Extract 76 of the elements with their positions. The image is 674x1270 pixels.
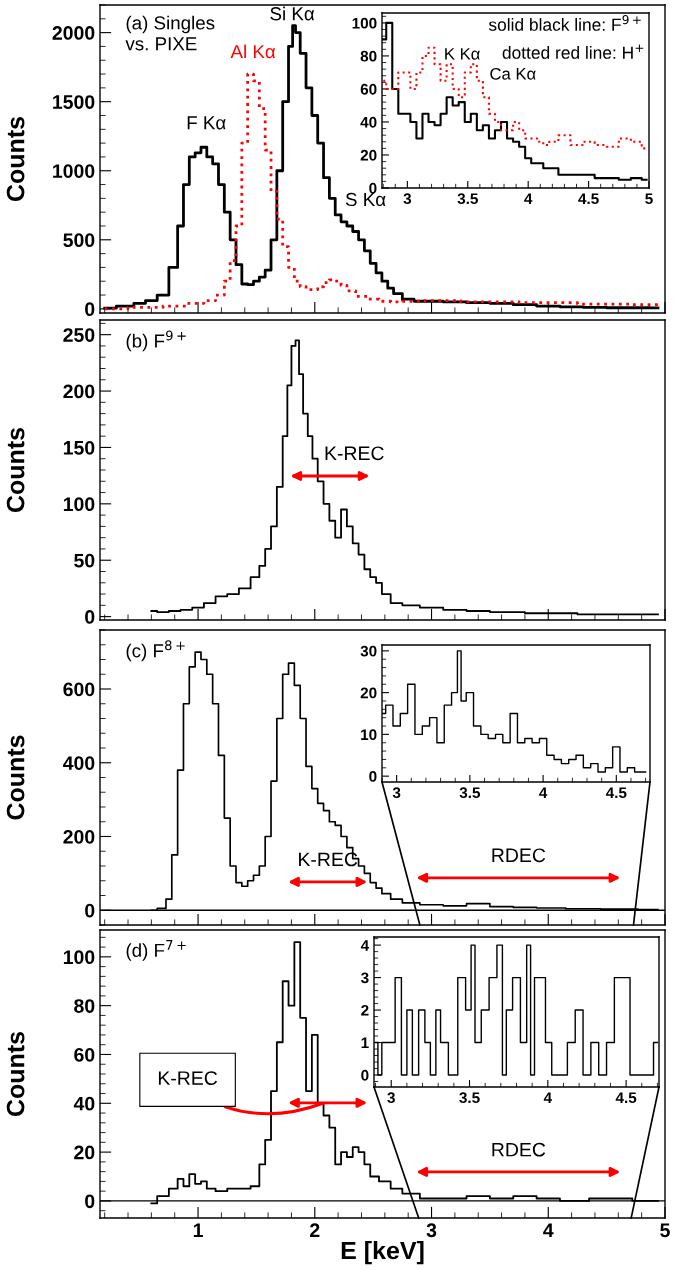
y-tick-label: 10	[361, 729, 377, 741]
annotation: K-REC	[299, 852, 358, 867]
y-tick-label: 60	[360, 83, 377, 95]
y-axis-title: Counts	[6, 1031, 25, 1117]
x-tick-label: 3	[426, 1223, 437, 1238]
x-tick-label: 2	[310, 1223, 320, 1237]
x-tick-label: 5	[660, 1223, 670, 1238]
y-tick-label: 150	[63, 440, 95, 455]
annotation: dotted red line: H$^{+}$	[502, 44, 644, 59]
y-tick-label: 0	[361, 1069, 369, 1081]
x-tick-label: 4	[539, 787, 548, 798]
text: (a) Singles vs. PIXE	[125, 15, 215, 51]
y-tick-label: 2	[361, 1004, 369, 1016]
y-tick-label: 0	[85, 302, 95, 317]
x-tick-label: 4	[524, 193, 533, 204]
text: (c) F$^{8+}$	[126, 640, 185, 662]
y-tick-label: 3	[360, 972, 369, 984]
annotation: RDEC	[492, 848, 546, 863]
y-tick-label: 200	[63, 384, 95, 399]
annotation: K-REC	[325, 446, 384, 461]
y-tick-label: 0	[85, 610, 95, 624]
y-tick-label: 100	[63, 950, 95, 965]
y-tick-label: 0	[85, 903, 95, 918]
y-tick-label: 4	[360, 940, 370, 951]
annotation: Ca Kα	[490, 67, 536, 80]
y-tick-label: 0	[369, 771, 377, 782]
y-tick-label: 2000	[52, 26, 95, 40]
y-tick-label: 1000	[53, 164, 95, 178]
y-axis-title: Counts	[6, 735, 25, 820]
y-tick-label: 100	[352, 17, 377, 29]
y-tick-label: 600	[63, 682, 95, 697]
annotation: K-REC	[158, 1071, 218, 1085]
x-tick-label: 3.5	[459, 1092, 480, 1104]
y-tick-label: 80	[360, 50, 377, 62]
y-tick-label: 50	[74, 553, 95, 568]
y-tick-label: 80	[74, 999, 95, 1013]
x-axis-title: E [keV]	[341, 1240, 424, 1265]
x-tick-label: 4.5	[615, 1092, 637, 1104]
text: (b) F$^{9+}$	[126, 330, 186, 352]
y-tick-label: 250	[63, 328, 95, 342]
x-tick-label: 4	[543, 1092, 552, 1103]
annotation: F Kα	[187, 116, 226, 130]
x-tick-label: 5	[645, 193, 653, 205]
x-tick-label: 1	[193, 1223, 203, 1237]
x-tick-label: 4.5	[578, 193, 599, 205]
y-tick-label: 60	[74, 1047, 95, 1062]
y-tick-label: 100	[63, 497, 95, 512]
y-tick-label: 1	[361, 1037, 369, 1049]
annotation: Al Kα	[230, 44, 276, 59]
y-tick-label: 20	[74, 1145, 95, 1160]
annotation: Si Kα	[270, 6, 315, 21]
x-tick-label: 3.5	[457, 193, 478, 205]
y-tick-label: 400	[62, 756, 95, 770]
y-tick-label: 0	[85, 1194, 95, 1209]
y-axis-title: Counts	[6, 427, 25, 513]
y-tick-label: 20	[360, 687, 377, 699]
annotation: S Kα	[345, 192, 386, 207]
annotation: K Kα	[445, 48, 480, 60]
x-tick-label: 3.5	[459, 787, 481, 799]
x-tick-label: 3	[403, 193, 412, 205]
x-tick-label: 4.5	[605, 787, 627, 799]
text: (d) F$^{7+}$	[126, 940, 186, 961]
y-tick-label: 30	[360, 645, 377, 657]
y-tick-label: 0	[369, 182, 377, 194]
y-tick-label: 40	[73, 1096, 95, 1111]
annotation: solid black line: F$^{9+}$	[488, 15, 641, 31]
y-tick-label: 40	[360, 116, 377, 128]
y-tick-label: 20	[360, 149, 377, 161]
y-tick-label: 1500	[53, 95, 95, 109]
y-tick-label: 200	[63, 829, 95, 844]
x-tick-label: 3	[392, 787, 401, 799]
y-axis-title: Counts	[6, 116, 25, 202]
y-tick-label: 500	[63, 233, 95, 248]
x-tick-label: 3	[387, 1092, 395, 1104]
x-tick-label: 4	[543, 1223, 554, 1237]
annotation: RDEC	[492, 1142, 546, 1157]
